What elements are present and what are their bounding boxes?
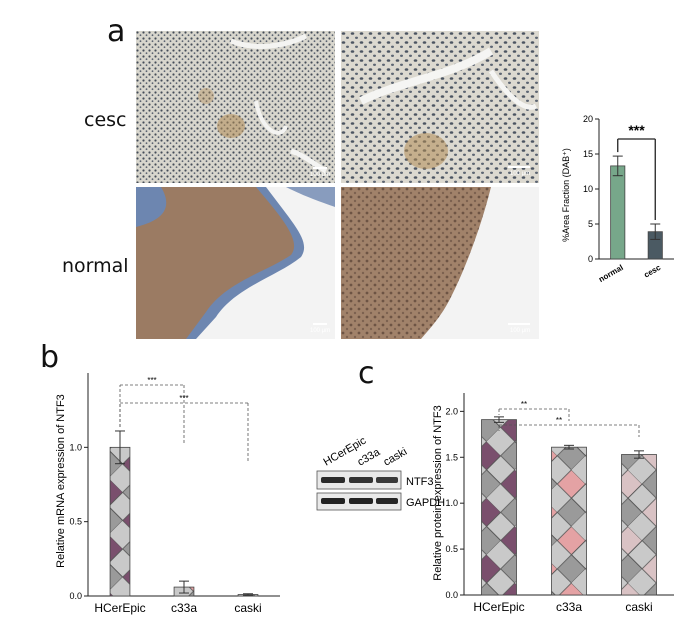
significance-label: *** (147, 376, 156, 385)
western-blot: HCerEpic c33a caski NTF3 GAPDH (300, 420, 460, 520)
scale-bar (508, 166, 530, 168)
scale-label: 100 μm (310, 328, 331, 334)
micrograph-normal-high-mag (341, 187, 539, 339)
y-tick-label: 2.0 (445, 406, 458, 416)
x-tick-label: caski (625, 600, 652, 614)
x-tick-label: c33a (171, 601, 197, 615)
y-tick-label: 20 (583, 114, 593, 124)
micrograph-cesc-low-mag (136, 31, 335, 183)
bar-HCerEpic (109, 446, 131, 597)
blot-band-label-ntf3: NTF3 (406, 476, 434, 488)
chart-dab-area-fraction: %Area Fraction (DAB⁺) 0 5 10 15 20 normal cesc… (561, 114, 674, 284)
row-label-cesc: cesc (84, 109, 127, 131)
panel-letter-a: a (107, 14, 126, 49)
bar-normal (610, 165, 626, 260)
x-tick-label: HCerEpic (473, 600, 524, 614)
blot-band-label-gapdh: GAPDH (406, 497, 445, 509)
x-tick-label: c33a (556, 600, 582, 614)
chart-protein-expression: Relative protein expression of NTF3 0.0 0… (432, 393, 674, 614)
y-tick-label: 0.0 (445, 590, 458, 600)
y-axis-label: Relative mRNA expression of NTF3 (55, 394, 67, 568)
scale-label: 100 μm (510, 328, 531, 334)
y-tick-label: 0.5 (69, 517, 82, 527)
y-tick-label: 1.0 (69, 442, 82, 452)
y-axis-label: %Area Fraction (DAB⁺) (561, 148, 571, 242)
micrograph-cesc-high-mag (341, 31, 539, 183)
x-tick-label: normal (597, 263, 625, 284)
y-tick-label: 5 (588, 219, 593, 229)
panel-letter-b: b (40, 340, 60, 375)
significance-label: *** (179, 394, 188, 403)
significance-label: ** (521, 400, 527, 409)
significance-label: ** (556, 416, 562, 425)
scale-label: 100 μm (510, 171, 531, 177)
bar-HCerEpic (481, 419, 517, 596)
y-tick-label: 0 (588, 254, 593, 264)
y-axis-label-group: %Area Fraction (DAB⁺) (561, 148, 571, 242)
row-label-normal: normal (62, 255, 129, 277)
panel-letter-c: c (358, 356, 375, 391)
bar-caski (621, 454, 657, 596)
micrograph-normal-low-mag (136, 187, 335, 339)
y-tick-label: 0.0 (69, 591, 82, 601)
y-tick-label: 1.0 (445, 498, 458, 508)
y-tick-label: 10 (583, 184, 593, 194)
y-tick-label: 15 (583, 149, 593, 159)
y-tick-label: 0.5 (445, 544, 458, 554)
x-tick-label: caski (234, 601, 261, 615)
y-tick-label: 1.5 (445, 452, 458, 462)
scale-bar (313, 323, 327, 325)
scale-bar (313, 167, 327, 169)
x-tick-label: cesc (642, 263, 662, 280)
chart-mrna-expression: Relative mRNA expression of NTF3 0.0 0.5 1… (55, 373, 280, 615)
scale-label: 100 μm (310, 172, 331, 178)
blot-lane-label: caski (382, 446, 410, 469)
y-axis-label: Relative protein expression of NTF3 (432, 405, 444, 580)
scale-bar (508, 323, 530, 325)
significance-label: *** (628, 122, 645, 138)
x-tick-label: HCerEpic (94, 601, 145, 615)
bar-c33a (551, 446, 587, 596)
